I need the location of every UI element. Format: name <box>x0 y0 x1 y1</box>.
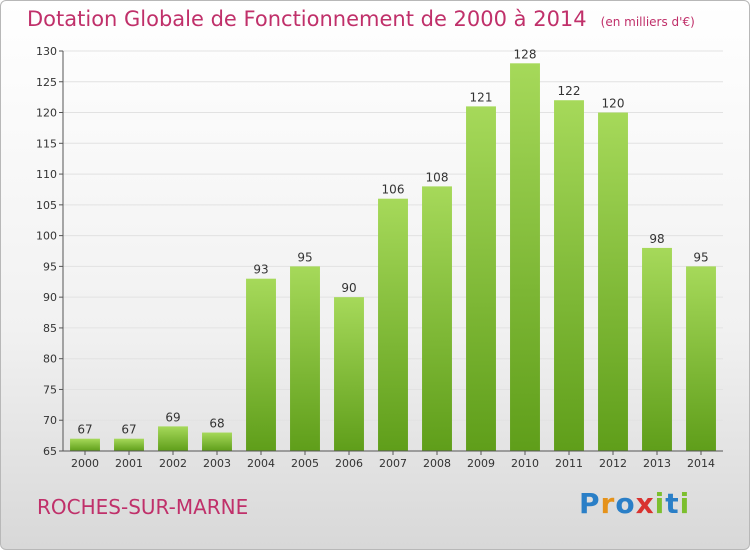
x-tick-label: 2008 <box>423 457 451 470</box>
bar <box>202 432 232 451</box>
x-tick-label: 2006 <box>335 457 363 470</box>
logo-letter: P <box>579 487 601 520</box>
y-tick-label: 75 <box>43 383 57 396</box>
x-tick-label: 2003 <box>203 457 231 470</box>
y-tick-label: 85 <box>43 322 57 335</box>
commune-name: ROCHES-SUR-MARNE <box>37 495 249 519</box>
data-label: 69 <box>165 410 180 424</box>
y-tick-label: 95 <box>43 260 57 273</box>
data-label: 95 <box>693 250 708 264</box>
data-label: 67 <box>77 423 92 437</box>
x-tick-label: 2004 <box>247 457 275 470</box>
data-label: 122 <box>558 84 581 98</box>
logo-letter: r <box>600 487 616 520</box>
y-tick-label: 115 <box>36 137 57 150</box>
logo-letter: i <box>654 487 666 520</box>
logo-letter: o <box>615 487 636 520</box>
data-label: 93 <box>253 263 268 277</box>
bar <box>290 266 320 451</box>
y-tick-label: 125 <box>36 76 57 89</box>
bar <box>246 278 276 451</box>
x-tick-label: 2000 <box>71 457 99 470</box>
bar <box>422 186 452 451</box>
bar <box>598 112 628 452</box>
y-tick-label: 65 <box>43 445 57 458</box>
y-tick-label: 110 <box>36 168 57 181</box>
x-tick-label: 2014 <box>687 457 715 470</box>
y-tick-label: 120 <box>36 107 57 120</box>
bar <box>378 198 408 451</box>
bar <box>510 63 540 452</box>
x-tick-label: 2007 <box>379 457 407 470</box>
bars <box>70 63 716 452</box>
x-axis: 2000 2001 2002 2003 2004 2005 2006 2007 2008 2009… <box>63 450 723 470</box>
bar <box>114 438 144 451</box>
y-tick-label: 70 <box>43 414 57 427</box>
bar <box>686 266 716 451</box>
x-tick-label: 2011 <box>555 457 583 470</box>
bar <box>554 100 584 451</box>
x-tick-label: 2013 <box>643 457 671 470</box>
x-tick-label: 2002 <box>159 457 187 470</box>
data-label: 128 <box>514 47 537 61</box>
y-tick-label: 90 <box>43 291 57 304</box>
logo-letter: t <box>665 487 680 520</box>
data-label: 108 <box>426 170 449 184</box>
chart-subtitle: (en milliers d'€) <box>600 15 695 29</box>
chart-title: Dotation Globale de Fonctionnement de 20… <box>27 7 695 31</box>
chart-title-text: Dotation Globale de Fonctionnement de 20… <box>27 7 587 31</box>
data-label: 90 <box>341 281 356 295</box>
data-label: 120 <box>602 97 625 111</box>
y-tick-label: 130 <box>36 45 57 58</box>
x-tick-label: 2012 <box>599 457 627 470</box>
logo-letter: x <box>635 487 655 520</box>
data-label: 121 <box>470 90 493 104</box>
y-tick-label: 100 <box>36 230 57 243</box>
bar <box>642 247 672 451</box>
data-label: 68 <box>209 417 224 431</box>
data-label: 98 <box>649 232 664 246</box>
proxiti-logo: Proxiti <box>579 487 690 520</box>
logo-letter: i <box>679 487 691 520</box>
x-tick-label: 2001 <box>115 457 143 470</box>
y-axis: 65 70 75 80 85 90 95 100 105 110 115 120 125 130 <box>36 45 64 458</box>
data-label: 106 <box>382 183 405 197</box>
bar <box>466 106 496 451</box>
data-label: 95 <box>297 250 312 264</box>
x-tick-label: 2009 <box>467 457 495 470</box>
bar <box>70 438 100 451</box>
x-tick-label: 2005 <box>291 457 319 470</box>
x-tick-label: 2010 <box>511 457 539 470</box>
y-tick-label: 105 <box>36 199 57 212</box>
data-labels: 67 67 69 68 93 95 90 106 108 121 128 122 120 98 95 <box>77 47 708 436</box>
bar <box>158 426 188 451</box>
y-tick-label: 80 <box>43 353 57 366</box>
bar <box>334 297 364 451</box>
data-label: 67 <box>121 423 136 437</box>
